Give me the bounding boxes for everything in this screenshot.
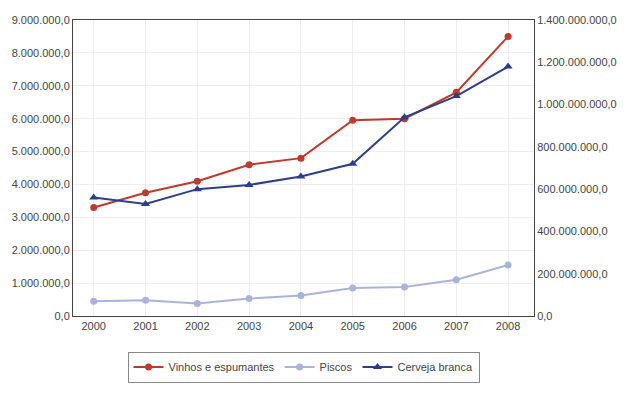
svg-text:5.000.000,0: 5.000.000,0 — [12, 145, 70, 157]
svg-text:0,0: 0,0 — [55, 310, 70, 322]
svg-text:1.400.000.000,0: 1.400.000.000,0 — [537, 14, 617, 26]
svg-text:Cerveja branca: Cerveja branca — [397, 361, 472, 373]
svg-text:1.000.000,0: 1.000.000,0 — [12, 277, 70, 289]
svg-text:800.000.000,0: 800.000.000,0 — [537, 141, 607, 153]
svg-text:600.000.000,0: 600.000.000,0 — [537, 183, 607, 195]
svg-text:2.000.000,0: 2.000.000,0 — [12, 244, 70, 256]
svg-text:2003: 2003 — [237, 320, 261, 332]
svg-text:7.000.000,0: 7.000.000,0 — [12, 80, 70, 92]
svg-text:1.200.000.000,0: 1.200.000.000,0 — [537, 56, 617, 68]
svg-text:2008: 2008 — [496, 320, 520, 332]
svg-text:6.000.000,0: 6.000.000,0 — [12, 113, 70, 125]
svg-text:2007: 2007 — [444, 320, 468, 332]
svg-text:200.000.000,0: 200.000.000,0 — [537, 268, 607, 280]
svg-text:400.000.000,0: 400.000.000,0 — [537, 225, 607, 237]
svg-text:2005: 2005 — [340, 320, 364, 332]
svg-text:2000: 2000 — [81, 320, 105, 332]
svg-text:3.000.000,0: 3.000.000,0 — [12, 211, 70, 223]
svg-text:0,0: 0,0 — [537, 310, 552, 322]
svg-text:2006: 2006 — [392, 320, 416, 332]
svg-text:1.000.000.000,0: 1.000.000.000,0 — [537, 98, 617, 110]
svg-text:8.000.000,0: 8.000.000,0 — [12, 47, 70, 59]
svg-text:2004: 2004 — [289, 320, 313, 332]
svg-text:Piscos: Piscos — [320, 361, 353, 373]
svg-text:4.000.000,0: 4.000.000,0 — [12, 178, 70, 190]
svg-text:2002: 2002 — [185, 320, 209, 332]
svg-text:9.000.000,0: 9.000.000,0 — [12, 14, 70, 26]
svg-text:Vinhos e espumantes: Vinhos e espumantes — [169, 361, 275, 373]
svg-text:2001: 2001 — [133, 320, 157, 332]
